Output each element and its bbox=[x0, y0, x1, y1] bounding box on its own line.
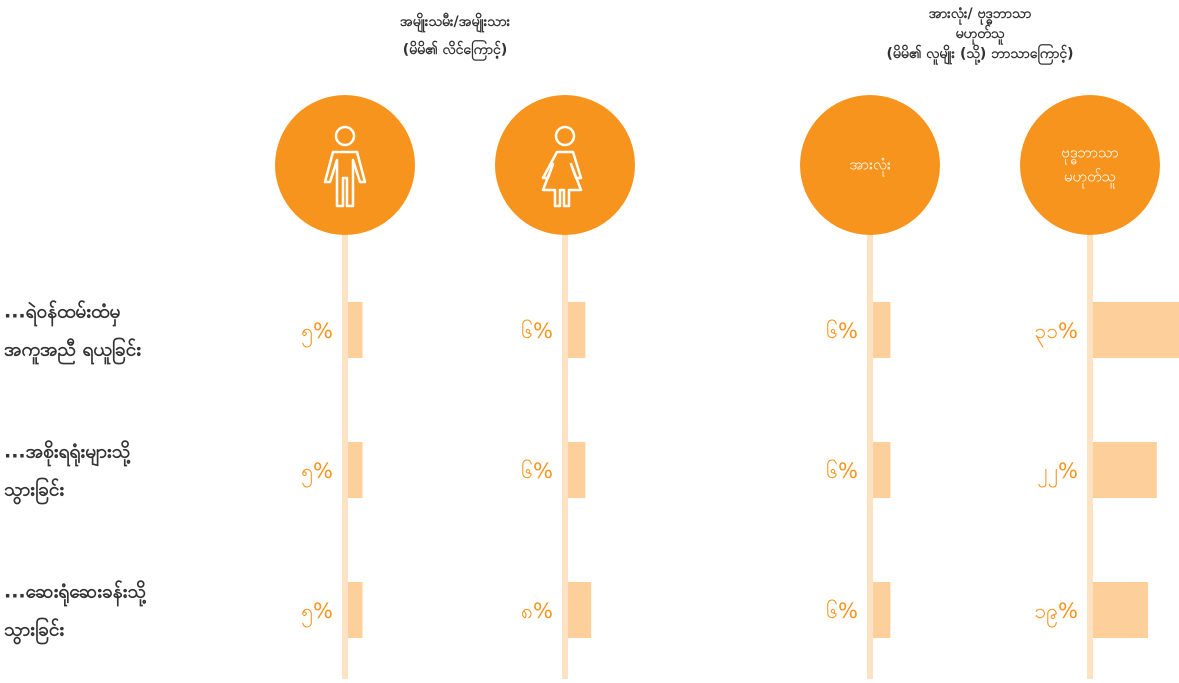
value-label: ၁၉% bbox=[1034, 599, 1078, 628]
column-line bbox=[1087, 200, 1093, 679]
male-icon bbox=[323, 125, 367, 208]
group-title: မဟုတ်သူ bbox=[956, 25, 1005, 45]
series-name: အားလုံး bbox=[849, 156, 891, 177]
value-label: ၆% bbox=[521, 458, 553, 483]
category-label: ...ဆေးရုံဆေးခန်းသို့ bbox=[4, 579, 147, 608]
group-title: အားလုံး/ ဗုဒ္ဓဘာသာ bbox=[929, 6, 1032, 25]
group-title: (မိမိ၏ လိင်ကြောင့်) bbox=[403, 40, 507, 61]
group-title: အမျိုးသမီး/အမျိုးသား bbox=[400, 13, 511, 33]
bar bbox=[568, 582, 592, 638]
bar bbox=[1093, 302, 1179, 358]
value-label: ၆% bbox=[826, 598, 858, 623]
value-label: ၅% bbox=[301, 599, 333, 628]
value-label: ၅% bbox=[301, 319, 333, 348]
series-name: မဟုတ်သူ bbox=[1064, 168, 1116, 189]
female-icon bbox=[541, 125, 583, 208]
bar bbox=[348, 582, 363, 638]
value-label: ၃၁% bbox=[1034, 319, 1078, 348]
column-circle bbox=[800, 95, 940, 235]
bar bbox=[873, 442, 891, 498]
series-name: ဗုဒ္ဓဘာသာ bbox=[1061, 144, 1119, 165]
category-label: ...ရဲဝန်ထမ်းထံမှ bbox=[4, 299, 120, 328]
bar bbox=[1093, 442, 1157, 498]
value-label: ၆% bbox=[826, 458, 858, 483]
value-label: ၆% bbox=[521, 318, 553, 343]
group-title: (မိမိ၏ လူမျိုး (သို့) ဘာသာကြောင့်) bbox=[886, 44, 1073, 65]
column-line bbox=[562, 200, 568, 679]
bar bbox=[873, 302, 891, 358]
value-label: ၂၂% bbox=[1037, 459, 1078, 488]
value-label: ၈% bbox=[521, 599, 553, 623]
category-label: သွားခြင်း bbox=[4, 476, 64, 506]
value-label: ၅% bbox=[301, 459, 333, 488]
bar bbox=[348, 302, 363, 358]
column-circle bbox=[1020, 95, 1160, 235]
column-line bbox=[342, 200, 348, 679]
bar bbox=[568, 302, 586, 358]
bar bbox=[568, 442, 586, 498]
category-label: ...အစိုးရရုံးများသို့ bbox=[4, 439, 131, 468]
bar bbox=[1093, 582, 1149, 638]
column-circle bbox=[275, 95, 415, 235]
bar bbox=[873, 582, 891, 638]
category-label: သွားခြင်း bbox=[4, 616, 64, 646]
bar bbox=[348, 442, 363, 498]
value-label: ၆% bbox=[826, 318, 858, 343]
category-label: အကူအညီ ရယူခြင်း bbox=[4, 336, 141, 366]
column-circle bbox=[495, 95, 635, 235]
column-line bbox=[867, 200, 873, 679]
